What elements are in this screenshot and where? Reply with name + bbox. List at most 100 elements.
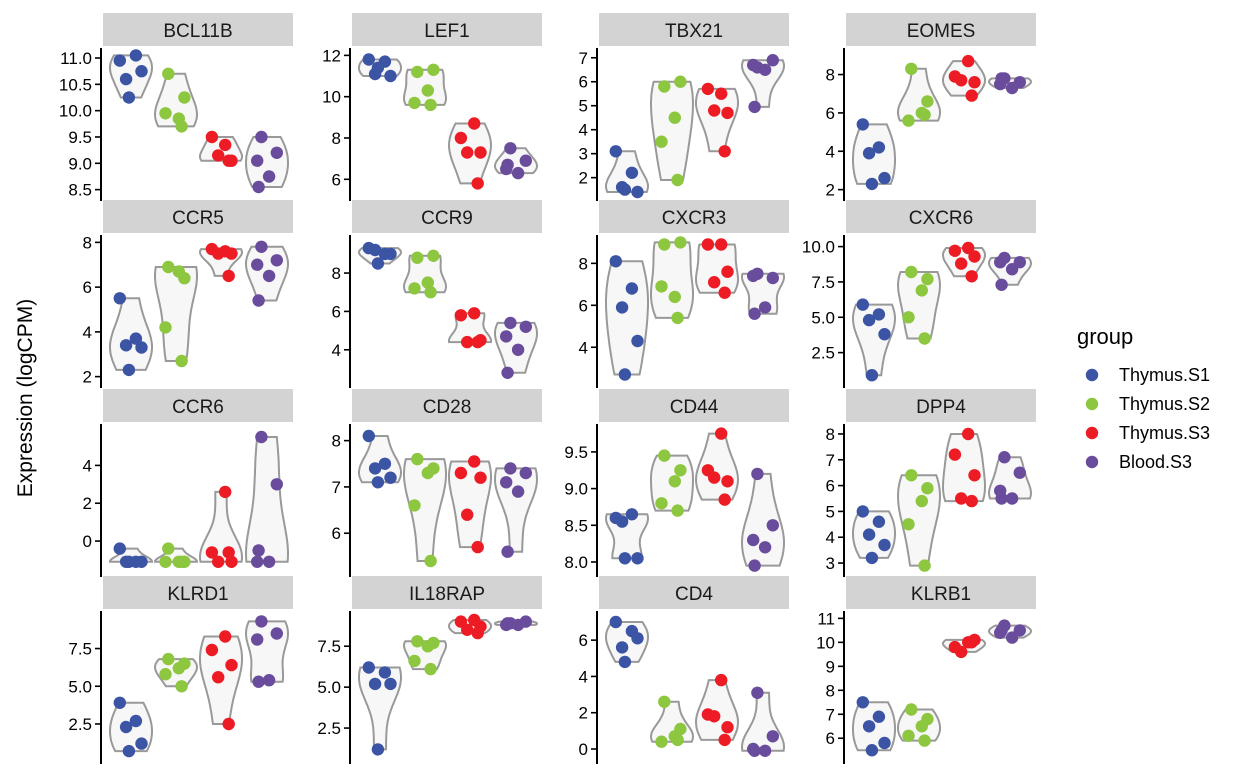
point-cxcr6-blood.s3 xyxy=(1005,263,1019,276)
point-cxcr3-thymus.s3 xyxy=(715,238,728,251)
y-tick-label-ccr9: 8 xyxy=(332,264,341,283)
point-eomes-thymus.s1 xyxy=(878,171,891,185)
y-tick-label-il18rap: 7.5 xyxy=(317,637,341,656)
point-dpp4-thymus.s3 xyxy=(948,448,962,461)
y-tick-label-klrd1: 7.5 xyxy=(68,640,92,659)
point-bcl11b-thymus.s1 xyxy=(113,54,127,67)
y-tick-label-klrb1: 6 xyxy=(826,729,835,748)
point-ccr9-thymus.s1 xyxy=(371,257,385,270)
strip-tbx21 xyxy=(599,13,789,46)
point-cxcr3-thymus.s2 xyxy=(658,238,671,251)
point-cd44-thymus.s3 xyxy=(721,475,734,488)
y-tick-label-cd4: 4 xyxy=(579,667,588,686)
strip-label-ccr6: CCR6 xyxy=(172,397,224,418)
y-tick-label-ccr6: 4 xyxy=(83,456,92,475)
point-cd44-thymus.s3 xyxy=(715,427,728,440)
point-cxcr3-thymus.s1 xyxy=(615,301,629,314)
point-bcl11b-thymus.s2 xyxy=(178,91,191,104)
panel-ccr5: CCR5 2 4 6 8 xyxy=(83,200,293,388)
point-ccr5-blood.s3 xyxy=(251,258,264,271)
y-tick-label-lef1: 12 xyxy=(322,46,341,65)
point-tbx21-thymus.s3 xyxy=(721,106,734,120)
point-cd4-thymus.s1 xyxy=(631,632,644,645)
point-cxcr6-thymus.s2 xyxy=(905,265,918,279)
point-klrd1-blood.s3 xyxy=(252,675,265,688)
point-ccr9-blood.s3 xyxy=(519,320,532,333)
point-cd4-thymus.s3 xyxy=(708,710,721,723)
y-tick-label-klrb1: 8 xyxy=(826,681,835,700)
point-cd4-thymus.s3 xyxy=(715,673,728,687)
violin-cd4-blood.s3 xyxy=(740,691,786,752)
legend-key-blood.s3 xyxy=(1085,455,1099,469)
y-tick-label-cd44: 8.0 xyxy=(564,553,588,572)
point-cd28-blood.s3 xyxy=(500,476,513,489)
point-tbx21-thymus.s2 xyxy=(671,173,684,187)
point-cxcr6-thymus.s2 xyxy=(902,311,915,324)
point-cd44-blood.s3 xyxy=(747,533,760,547)
y-tick-label-eomes: 4 xyxy=(826,142,835,161)
point-ccr9-thymus.s2 xyxy=(411,251,424,264)
point-cxcr6-thymus.s3 xyxy=(965,270,978,283)
point-cd4-blood.s3 xyxy=(748,744,761,757)
point-ccr9-thymus.s2 xyxy=(424,286,437,299)
point-il18rap-thymus.s3 xyxy=(471,626,484,640)
point-lef1-thymus.s3 xyxy=(454,131,468,145)
y-tick-label-cd28: 6 xyxy=(332,524,341,543)
facet-panels: BCL11B 8.5 9.0 9.5 10.0 10.5 11.0 LEF1 6 8 10 12 TBX… xyxy=(59,13,1036,764)
violin-ccr6-blood.s3 xyxy=(244,436,290,563)
strip-label-tbx21: TBX21 xyxy=(665,21,723,42)
point-ccr6-thymus.s3 xyxy=(205,546,219,559)
point-eomes-blood.s3 xyxy=(1005,81,1019,95)
point-ccr5-blood.s3 xyxy=(252,294,265,307)
point-klrb1-thymus.s2 xyxy=(915,720,928,733)
point-dpp4-thymus.s1 xyxy=(865,551,879,565)
point-cd4-blood.s3 xyxy=(766,730,779,743)
panel-cd4: CD4 0 2 4 6 xyxy=(579,576,789,764)
violin-dpp4-thymus.s3 xyxy=(942,433,986,503)
point-cxcr6-thymus.s1 xyxy=(865,369,879,382)
y-tick-label-klrd1: 5.0 xyxy=(68,677,92,696)
violin-cxcr6-thymus.s2 xyxy=(896,271,942,340)
legend-label-thymus.s2: Thymus.S2 xyxy=(1119,394,1210,414)
point-klrd1-thymus.s3 xyxy=(219,630,232,643)
point-ccr5-thymus.s3 xyxy=(212,247,225,260)
point-cxcr3-blood.s3 xyxy=(748,307,761,320)
point-ccr5-thymus.s2 xyxy=(172,265,185,278)
point-klrd1-thymus.s1 xyxy=(119,720,133,734)
point-klrd1-thymus.s3 xyxy=(225,658,238,672)
point-klrd1-thymus.s1 xyxy=(122,744,136,758)
point-bcl11b-blood.s3 xyxy=(252,180,265,194)
y-tick-label-cd4: 2 xyxy=(579,704,588,723)
point-bcl11b-thymus.s1 xyxy=(129,49,143,62)
point-cd28-thymus.s1 xyxy=(371,476,385,489)
point-dpp4-thymus.s1 xyxy=(862,528,876,541)
panel-klrd1: KLRD1 2.5 5.0 7.5 xyxy=(68,576,293,764)
point-cd4-thymus.s2 xyxy=(671,733,684,747)
point-cxcr6-thymus.s1 xyxy=(856,298,869,311)
point-tbx21-blood.s3 xyxy=(766,54,779,67)
point-cxcr6-blood.s3 xyxy=(994,256,1007,269)
point-ccr6-blood.s3 xyxy=(262,555,276,568)
legend-key-thymus.s1 xyxy=(1085,368,1099,382)
panel-eomes: EOMES 2 4 6 8 xyxy=(826,13,1036,201)
strip-cd28 xyxy=(352,389,542,422)
point-cd44-thymus.s2 xyxy=(658,449,671,462)
point-ccr6-thymus.s3 xyxy=(222,546,235,559)
violin-tbx21-blood.s3 xyxy=(741,59,785,108)
point-il18rap-thymus.s1 xyxy=(378,666,392,679)
legend-key-thymus.s2 xyxy=(1085,397,1099,411)
strip-label-eomes: EOMES xyxy=(907,21,976,42)
point-ccr6-thymus.s2 xyxy=(175,555,188,568)
point-eomes-thymus.s2 xyxy=(921,95,934,108)
y-tick-label-eomes: 6 xyxy=(826,104,835,123)
point-eomes-thymus.s2 xyxy=(902,114,915,127)
point-cxcr3-blood.s3 xyxy=(766,271,779,285)
point-ccr9-thymus.s1 xyxy=(368,243,382,257)
point-tbx21-thymus.s3 xyxy=(708,104,721,117)
point-ccr5-thymus.s2 xyxy=(159,321,172,334)
panel-klrb1: KLRB1 6 7 8 9 10 11 xyxy=(816,576,1036,764)
y-tick-label-cd4: 0 xyxy=(579,740,588,759)
point-cxcr6-thymus.s2 xyxy=(921,272,934,286)
point-dpp4-thymus.s2 xyxy=(905,469,918,482)
point-dpp4-blood.s3 xyxy=(1013,466,1026,479)
